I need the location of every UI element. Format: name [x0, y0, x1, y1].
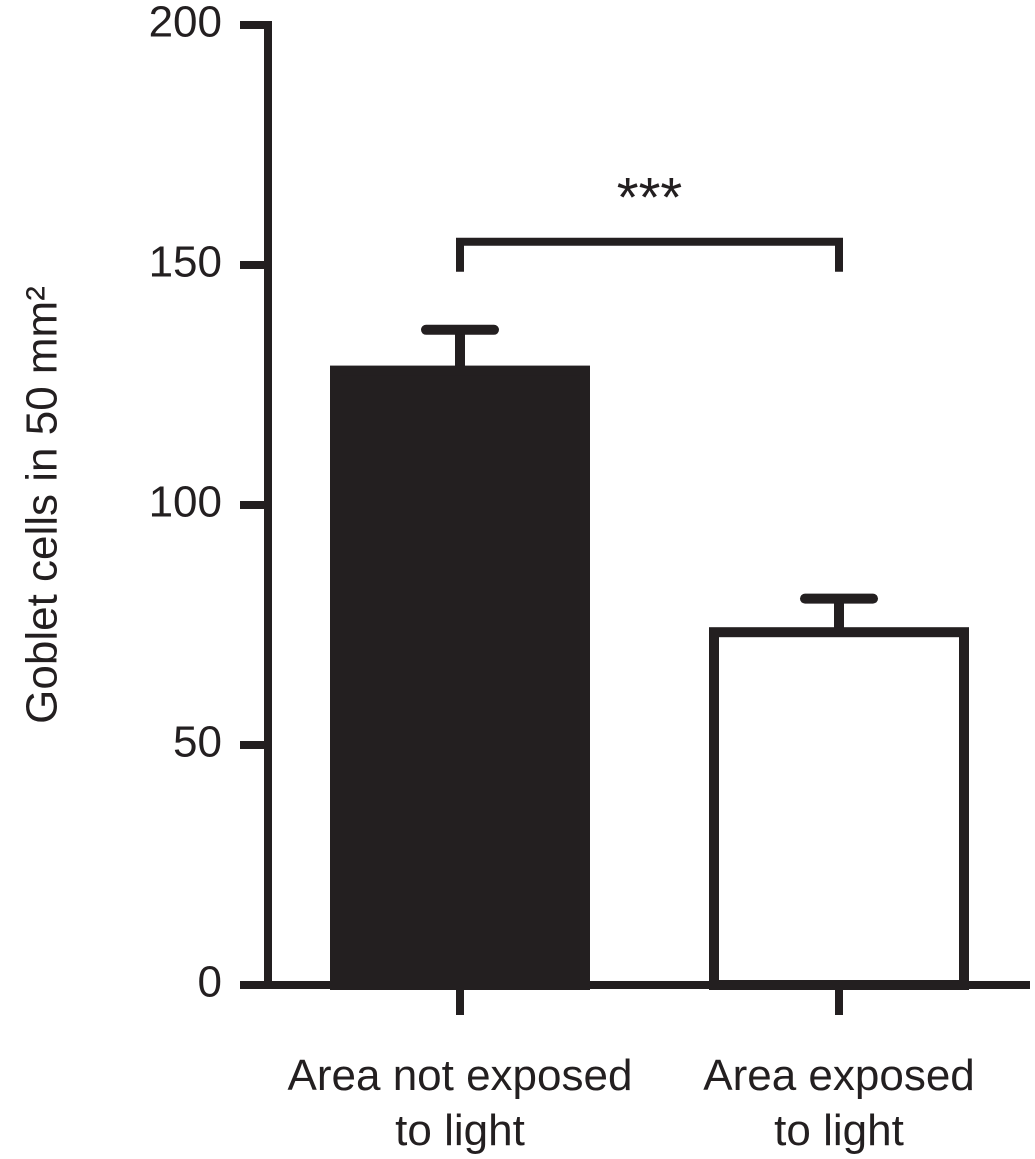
y-tick-label: 50 — [173, 718, 222, 767]
x-tick-label: Area not exposed to light — [287, 1051, 633, 1155]
significance-bracket — [456, 237, 843, 272]
y-tick-label: 0 — [198, 958, 222, 1007]
x-tick-label: Area exposed to light — [703, 1051, 975, 1155]
y-tick-label: 100 — [149, 478, 222, 527]
y-tick-label: 150 — [149, 238, 222, 287]
annotation: *** — [617, 166, 682, 229]
bar — [330, 365, 590, 991]
y-axis-label: Goblet cells in 50 mm² — [18, 286, 67, 724]
y-tick-label: 200 — [149, 0, 222, 47]
bar — [709, 627, 969, 990]
